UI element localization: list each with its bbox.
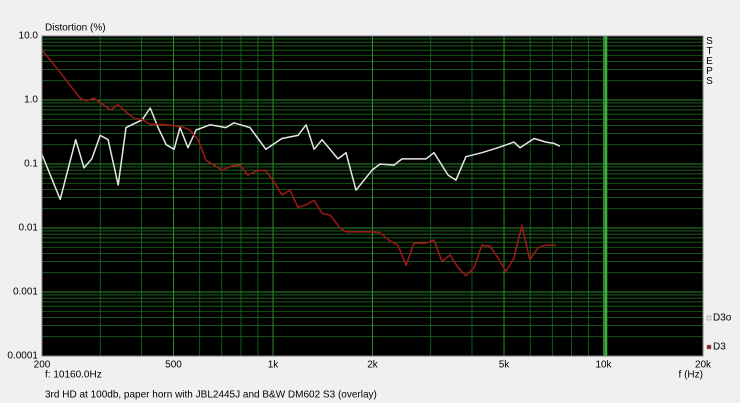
x-axis-label: f (Hz) — [679, 370, 703, 381]
x-tick-label: 1k — [268, 360, 280, 371]
data-line — [41, 49, 556, 277]
x-tick-label: 20k — [695, 360, 712, 371]
y-tick-label: 0.1 — [24, 159, 38, 170]
y-tick-label: 10.0 — [19, 31, 39, 42]
cursor-label: f: 10160.0Hz — [45, 370, 102, 381]
x-tick-label: 500 — [165, 360, 182, 371]
plot-border — [41, 35, 704, 357]
x-tick-label: 5k — [499, 360, 511, 371]
caption: 3rd HD at 100db, paper horn with JBL2445… — [45, 390, 377, 401]
legend-label: D3o — [713, 313, 732, 324]
legend-swatch — [706, 344, 712, 350]
steps-label[interactable]: STEPS — [704, 36, 715, 86]
legend-label: D3 — [713, 342, 726, 353]
y-tick-label: 1.0 — [24, 95, 38, 106]
data-line — [41, 107, 561, 201]
chart-title: Distortion (%) — [45, 23, 106, 34]
x-tick-label: 10k — [595, 360, 612, 371]
x-tick-label: 200 — [34, 360, 51, 371]
y-tick-label: 0.0001 — [7, 351, 38, 362]
y-tick-label: 0.001 — [13, 287, 38, 298]
legend-swatch — [706, 315, 712, 321]
x-tick-label: 2k — [367, 360, 379, 371]
y-tick-label: 0.01 — [19, 223, 39, 234]
